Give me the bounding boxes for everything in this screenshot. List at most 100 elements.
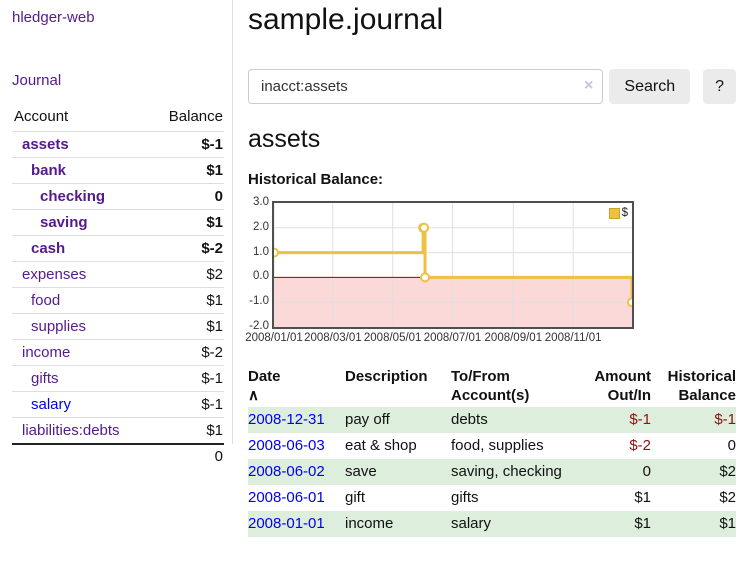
transaction-accounts: gifts xyxy=(451,489,479,506)
register-header-balance: Historical Balance xyxy=(667,368,736,404)
sidebar-account-balance: $-1 xyxy=(150,365,224,392)
account-row: income $-2 xyxy=(12,339,224,366)
sidebar-account-balance: $2 xyxy=(150,261,224,288)
accounts-header-account: Account xyxy=(14,108,69,125)
sidebar-account-link[interactable]: checking xyxy=(40,188,106,205)
transaction-accounts: food, supplies xyxy=(451,437,544,454)
transaction-balance: 0 xyxy=(727,437,736,454)
account-row: assets $-1 xyxy=(12,131,224,158)
legend-swatch-icon xyxy=(608,207,620,219)
sidebar-account-link[interactable]: saving xyxy=(40,214,88,231)
search-help-button[interactable]: ? xyxy=(703,69,736,104)
transaction-description: gift xyxy=(345,489,366,506)
account-row: expenses $2 xyxy=(12,261,224,288)
transaction-date-link[interactable]: 2008-12-31 xyxy=(248,411,325,428)
sidebar-account-link[interactable]: gifts xyxy=(31,370,59,387)
transaction-date-link[interactable]: 2008-06-03 xyxy=(248,437,325,454)
date-header-label: Date xyxy=(248,368,281,385)
x-axis-tick-label: 2008/09/01 xyxy=(484,332,543,344)
sidebar: hledger-web Journal Account Balance asse… xyxy=(0,0,233,468)
sidebar-account-link[interactable]: expenses xyxy=(22,266,87,283)
transaction-description: income xyxy=(345,515,394,532)
chart-plot-area: $ xyxy=(272,201,634,329)
transaction-amount: $1 xyxy=(634,515,651,532)
transaction-balance: $2 xyxy=(719,463,736,480)
accounts-header-balance: Balance xyxy=(168,108,223,125)
transaction-date-link[interactable]: 2008-01-01 xyxy=(248,515,325,532)
sidebar-account-balance: $1 xyxy=(150,313,224,340)
sidebar-account-link[interactable]: salary xyxy=(31,396,72,413)
transaction-accounts: saving, checking xyxy=(451,463,562,480)
transaction-description: pay off xyxy=(345,411,390,428)
sidebar-item-journal: Journal xyxy=(12,72,224,89)
sidebar-account-link[interactable]: bank xyxy=(31,162,67,179)
x-axis-tick-label: 2008/01/01 xyxy=(245,332,303,344)
search-box: × xyxy=(248,69,604,104)
y-axis-tick-label: -1.0 xyxy=(249,295,269,308)
y-axis-tick-label: -2.0 xyxy=(249,320,269,332)
sidebar-account-balance: $1 xyxy=(150,287,224,314)
main-content: sample.journal × Search ? assets Histori… xyxy=(245,0,736,537)
transaction-balance: $1 xyxy=(719,515,736,532)
sidebar-account-balance: $1 xyxy=(150,417,224,444)
transaction-date-link[interactable]: 2008-06-02 xyxy=(248,463,325,480)
sort-asc-icon[interactable]: ∧ xyxy=(248,387,259,404)
register-row: 2008-06-02 save saving, checking 0 $2 xyxy=(248,459,736,485)
app-title: hledger-web xyxy=(12,9,224,26)
transaction-balance: $-1 xyxy=(714,411,736,428)
accounts-table: Account Balance assets $-1 bank $1 checking 0… xyxy=(12,106,224,468)
sidebar-account-balance: $1 xyxy=(150,157,224,184)
register-row: 2008-06-01 gift gifts $1 $2 xyxy=(248,485,736,511)
transaction-accounts: salary xyxy=(451,515,492,532)
transaction-amount: $-1 xyxy=(629,411,651,428)
x-axis-tick-label: 2008/03/01 xyxy=(304,332,362,344)
sidebar-account-link[interactable]: cash xyxy=(31,240,66,257)
register-row: 2008-12-31 pay off debts $-1 $-1 xyxy=(248,407,736,433)
account-row: bank $1 xyxy=(12,157,224,184)
transaction-amount: $-2 xyxy=(629,437,651,454)
account-row: cash $-2 xyxy=(12,235,224,262)
account-heading: assets xyxy=(248,125,321,153)
app-title-link[interactable]: hledger-web xyxy=(12,9,95,26)
search-button[interactable]: Search xyxy=(609,69,691,104)
sidebar-account-balance: $1 xyxy=(150,209,224,236)
transaction-description: eat & shop xyxy=(345,437,417,454)
sidebar-account-link[interactable]: supplies xyxy=(31,318,87,335)
journal-link[interactable]: Journal xyxy=(12,72,62,89)
accounts-total-value: 0 xyxy=(150,443,224,468)
sidebar-account-balance: 0 xyxy=(150,183,224,210)
clear-search-icon[interactable]: × xyxy=(584,77,594,94)
accounts-header-row: Account Balance xyxy=(12,106,224,132)
search-form: × Search ? xyxy=(248,69,736,104)
transaction-description: save xyxy=(345,463,377,480)
transaction-amount: $1 xyxy=(634,489,651,506)
account-row: checking 0 xyxy=(12,183,224,210)
transaction-date-link[interactable]: 2008-06-01 xyxy=(248,489,325,506)
transaction-accounts: debts xyxy=(451,411,488,428)
register-header-accounts: To/From Account(s) xyxy=(451,368,530,404)
sidebar-account-balance: $-2 xyxy=(150,235,224,262)
x-axis-tick-label: 2008/11/01 xyxy=(544,332,602,344)
accounts-total-row: 0 xyxy=(12,443,224,468)
register-row: 2008-06-03 eat & shop food, supplies $-2 0 xyxy=(248,433,736,459)
y-axis-tick-label: 3.0 xyxy=(253,196,269,208)
transaction-balance: $2 xyxy=(719,489,736,506)
accounts-total-spacer xyxy=(12,443,151,468)
legend-label: $ xyxy=(621,207,628,219)
register-row: 2008-01-01 income salary $1 $1 xyxy=(248,511,736,537)
register-header-date[interactable]: Date ∧ xyxy=(248,365,345,407)
y-axis-tick-label: 1.0 xyxy=(253,245,269,258)
account-row: gifts $-1 xyxy=(12,365,224,392)
search-input[interactable] xyxy=(248,69,604,104)
sidebar-account-balance: $-2 xyxy=(150,339,224,366)
chart-title: Historical Balance: xyxy=(248,171,384,188)
sidebar-account-link[interactable]: income xyxy=(22,344,71,361)
sidebar-account-link[interactable]: food xyxy=(31,292,61,309)
y-axis-tick-label: 2.0 xyxy=(253,220,269,233)
transaction-amount: 0 xyxy=(642,463,651,480)
y-axis-tick-label: 0.0 xyxy=(253,270,269,283)
sidebar-account-link[interactable]: liabilities:debts xyxy=(22,422,120,439)
sidebar-account-link[interactable]: assets xyxy=(22,136,69,153)
register-header-amount: Amount Out/In xyxy=(594,368,651,404)
sidebar-account-balance: $-1 xyxy=(150,131,224,158)
